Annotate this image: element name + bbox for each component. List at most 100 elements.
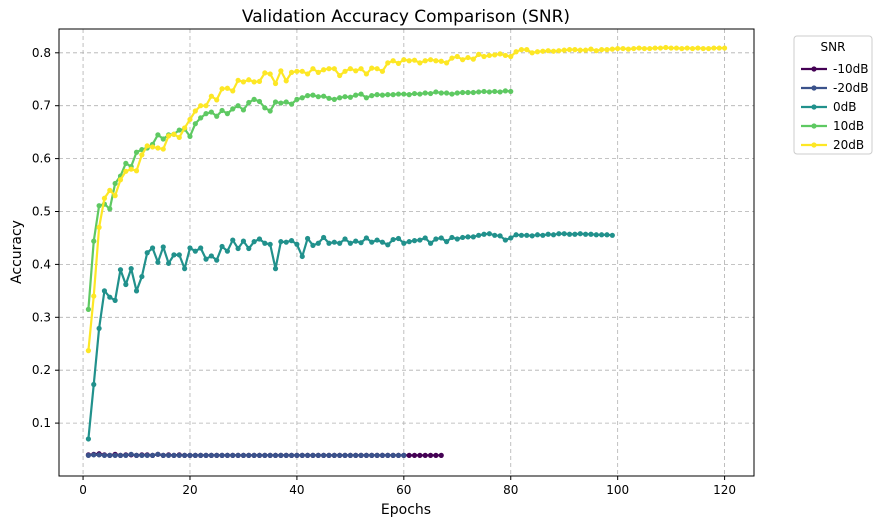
data-point-0dB bbox=[133, 288, 140, 294]
data-point-20dB bbox=[593, 48, 599, 54]
data-point-20dB bbox=[214, 97, 220, 103]
data-point-0dB bbox=[374, 237, 380, 243]
legend-item: 20dB bbox=[801, 138, 864, 152]
data-point-0dB bbox=[379, 239, 386, 245]
data-point-0dB bbox=[529, 233, 535, 239]
data-point--20dB bbox=[310, 452, 316, 458]
data-point-10dB bbox=[444, 90, 450, 96]
data-point-0dB bbox=[411, 238, 418, 244]
data-point-0dB bbox=[331, 239, 337, 245]
data-point-0dB bbox=[497, 233, 503, 239]
data-point-20dB bbox=[599, 47, 605, 53]
data-point-20dB bbox=[160, 146, 166, 152]
data-point-20dB bbox=[139, 152, 145, 158]
data-point-10dB bbox=[411, 90, 418, 97]
data-point-10dB bbox=[427, 90, 434, 97]
data-point-20dB bbox=[620, 45, 626, 52]
data-point--20dB bbox=[401, 452, 407, 458]
legend-label: -10dB bbox=[833, 62, 868, 76]
data-point-0dB bbox=[550, 232, 557, 238]
data-point--10dB bbox=[417, 452, 423, 458]
data-point-20dB bbox=[700, 45, 706, 52]
legend-items: -10dB -20dB 0dB 10dB 20dB bbox=[801, 62, 868, 152]
data-point-0dB bbox=[251, 239, 257, 245]
data-point-0dB bbox=[240, 238, 247, 244]
data-point-20dB bbox=[182, 125, 188, 131]
data-point-0dB bbox=[577, 231, 583, 237]
data-point-20dB bbox=[476, 51, 482, 57]
legend-item: 10dB bbox=[801, 119, 864, 133]
data-point-10dB bbox=[256, 98, 263, 105]
data-point-20dB bbox=[652, 45, 658, 51]
data-point-20dB bbox=[668, 45, 674, 51]
data-point-10dB bbox=[470, 89, 476, 96]
data-point-10dB bbox=[203, 111, 209, 117]
data-point--20dB bbox=[251, 452, 257, 458]
data-point--20dB bbox=[160, 452, 166, 458]
data-point--20dB bbox=[224, 452, 230, 458]
data-point-10dB bbox=[112, 180, 118, 187]
data-point-0dB bbox=[96, 325, 102, 332]
data-point-0dB bbox=[513, 232, 519, 238]
data-point-20dB bbox=[486, 52, 492, 59]
data-point-0dB bbox=[540, 232, 546, 238]
x-tick-label: 100 bbox=[606, 483, 629, 497]
data-point-20dB bbox=[433, 58, 439, 64]
data-point-10dB bbox=[198, 115, 204, 121]
data-point-10dB bbox=[262, 105, 268, 111]
data-point-10dB bbox=[133, 149, 140, 155]
data-point-20dB bbox=[128, 166, 134, 172]
data-point-0dB bbox=[128, 266, 134, 272]
data-point-10dB bbox=[401, 91, 407, 97]
data-point-10dB bbox=[321, 93, 327, 99]
x-tick-label: 20 bbox=[182, 483, 197, 497]
legend-swatch-marker bbox=[811, 85, 817, 91]
data-point--10dB bbox=[438, 452, 444, 458]
data-point-10dB bbox=[91, 238, 97, 244]
data-point-10dB bbox=[208, 109, 214, 115]
data-point-20dB bbox=[689, 45, 696, 52]
data-point-20dB bbox=[470, 56, 476, 62]
data-point-20dB bbox=[657, 45, 664, 51]
data-point-20dB bbox=[465, 54, 471, 61]
data-point-20dB bbox=[550, 48, 557, 54]
legend-label: 10dB bbox=[833, 119, 864, 133]
data-point-20dB bbox=[497, 51, 503, 57]
data-point-20dB bbox=[641, 45, 648, 52]
legend-swatch-marker bbox=[811, 104, 817, 110]
data-point-20dB bbox=[144, 143, 150, 149]
data-point-0dB bbox=[449, 234, 455, 241]
data-point-10dB bbox=[176, 127, 182, 133]
chart-title: Validation Accuracy Comparison (SNR) bbox=[242, 7, 570, 27]
data-point--10dB bbox=[411, 452, 418, 458]
data-point-20dB bbox=[262, 70, 268, 76]
data-point-0dB bbox=[385, 242, 391, 248]
data-point-20dB bbox=[240, 79, 247, 85]
data-point-20dB bbox=[561, 47, 567, 53]
data-point-20dB bbox=[438, 58, 444, 64]
data-point-20dB bbox=[101, 195, 108, 201]
legend-item: 0dB bbox=[801, 100, 856, 114]
data-point-20dB bbox=[577, 47, 583, 53]
data-point-0dB bbox=[117, 267, 124, 273]
legend-swatch-marker bbox=[811, 142, 817, 148]
data-point-0dB bbox=[454, 236, 460, 242]
data-point-20dB bbox=[684, 45, 690, 51]
data-point-0dB bbox=[486, 231, 492, 237]
data-point-10dB bbox=[214, 113, 220, 119]
y-axis-label: Accuracy bbox=[9, 220, 25, 284]
data-point-0dB bbox=[566, 231, 573, 237]
data-point--20dB bbox=[294, 452, 300, 458]
data-point-20dB bbox=[208, 93, 214, 99]
data-point-20dB bbox=[566, 47, 573, 53]
data-point-0dB bbox=[395, 235, 402, 242]
data-point-0dB bbox=[321, 234, 327, 241]
data-point-0dB bbox=[444, 239, 450, 245]
legend-label: -20dB bbox=[833, 81, 868, 95]
data-point-10dB bbox=[337, 95, 343, 101]
data-point-10dB bbox=[240, 107, 247, 113]
data-point-20dB bbox=[123, 168, 129, 174]
data-point-20dB bbox=[385, 60, 391, 66]
y-tick-label: 0.4 bbox=[32, 257, 51, 271]
x-tick-label: 60 bbox=[396, 483, 411, 497]
